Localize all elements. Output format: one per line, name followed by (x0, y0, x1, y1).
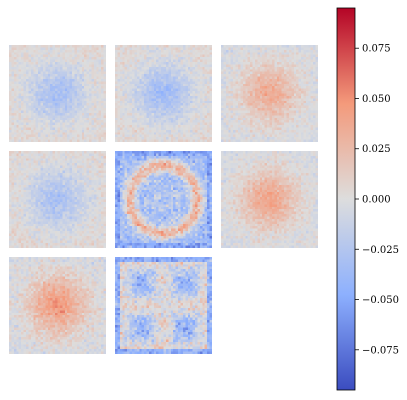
heatmap-panel-5 (115, 151, 212, 248)
colorbar-tick-label: −0.050 (362, 295, 399, 306)
heatmap-panel-7 (9, 257, 106, 354)
heatmap-panel-2 (115, 45, 212, 142)
colorbar-tick-label: 0.025 (362, 144, 391, 155)
heatmap-panel-3 (221, 45, 318, 142)
heatmap-panel-6 (221, 151, 318, 248)
colorbar-tick-label: 0.050 (362, 94, 391, 105)
colorbar-tick-label: 0.075 (362, 44, 391, 55)
colorbar-tick-label: −0.025 (362, 245, 399, 256)
colorbar-tick-label: 0.000 (362, 195, 391, 206)
heatmap-panel-8 (115, 257, 212, 354)
heatmap-panel-1 (9, 45, 106, 142)
colorbar-tick-label: −0.075 (362, 345, 399, 356)
heatmap-panel-4 (9, 151, 106, 248)
colorbar-gradient (336, 7, 356, 391)
